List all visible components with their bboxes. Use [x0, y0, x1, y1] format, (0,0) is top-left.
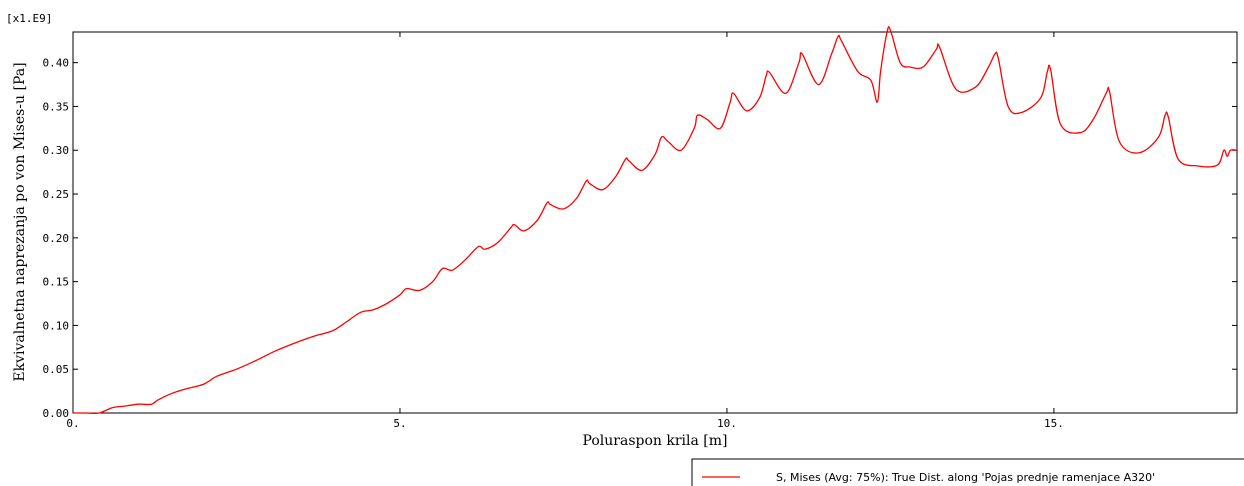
y-tick-label: 0.20	[43, 232, 70, 245]
y-tick-label: 0.40	[43, 57, 70, 70]
y-tick-label: 0.30	[43, 144, 70, 157]
x-axis-title: Poluraspon krila [m]	[583, 433, 728, 449]
legend-box	[691, 458, 1244, 486]
x-tick-label: 15.	[1044, 417, 1064, 430]
x-tick-label: 0.	[66, 417, 79, 430]
x-tick-label: 10.	[717, 417, 737, 430]
y-tick-label: 0.25	[43, 188, 70, 201]
legend-label: S, Mises (Avg: 75%): True Dist. along 'P…	[776, 471, 1155, 484]
y-scale-label: [x1.E9]	[6, 12, 52, 25]
y-ticks: 0.00 0.05 0.10 0.15 0.20 0.25 0.30 0.35 0.40	[43, 57, 1237, 420]
plot-frame	[72, 31, 1238, 414]
y-tick-label: 0.15	[43, 276, 70, 289]
y-tick-label: 0.00	[43, 407, 70, 420]
y-tick-label: 0.10	[43, 319, 70, 332]
legend: S, Mises (Avg: 75%): True Dist. along 'P…	[691, 458, 1244, 486]
series-line	[72, 25, 1238, 415]
y-tick-label: 0.05	[43, 363, 70, 376]
x-ticks: 0. 5. 10. 15.	[66, 32, 1064, 430]
y-axis-title: Ekvivalnetna naprezanja po von Mises-u […	[12, 62, 28, 381]
x-tick-label: 5.	[393, 417, 406, 430]
y-tick-label: 0.35	[43, 100, 70, 113]
